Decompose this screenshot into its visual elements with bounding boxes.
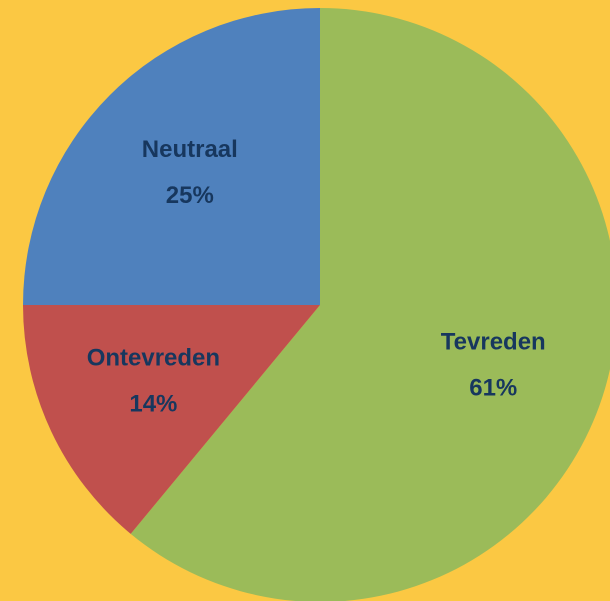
slice-label: Neutraal	[142, 136, 238, 163]
pie-slice	[23, 8, 320, 305]
value-label: 14%	[129, 391, 177, 418]
slice-label: Tevreden	[441, 329, 546, 356]
pie-slice	[130, 8, 610, 601]
pie-slice	[23, 305, 320, 534]
slice-label: Ontevreden	[87, 345, 220, 372]
value-label: 25%	[166, 182, 214, 209]
value-label: 61%	[469, 375, 517, 402]
